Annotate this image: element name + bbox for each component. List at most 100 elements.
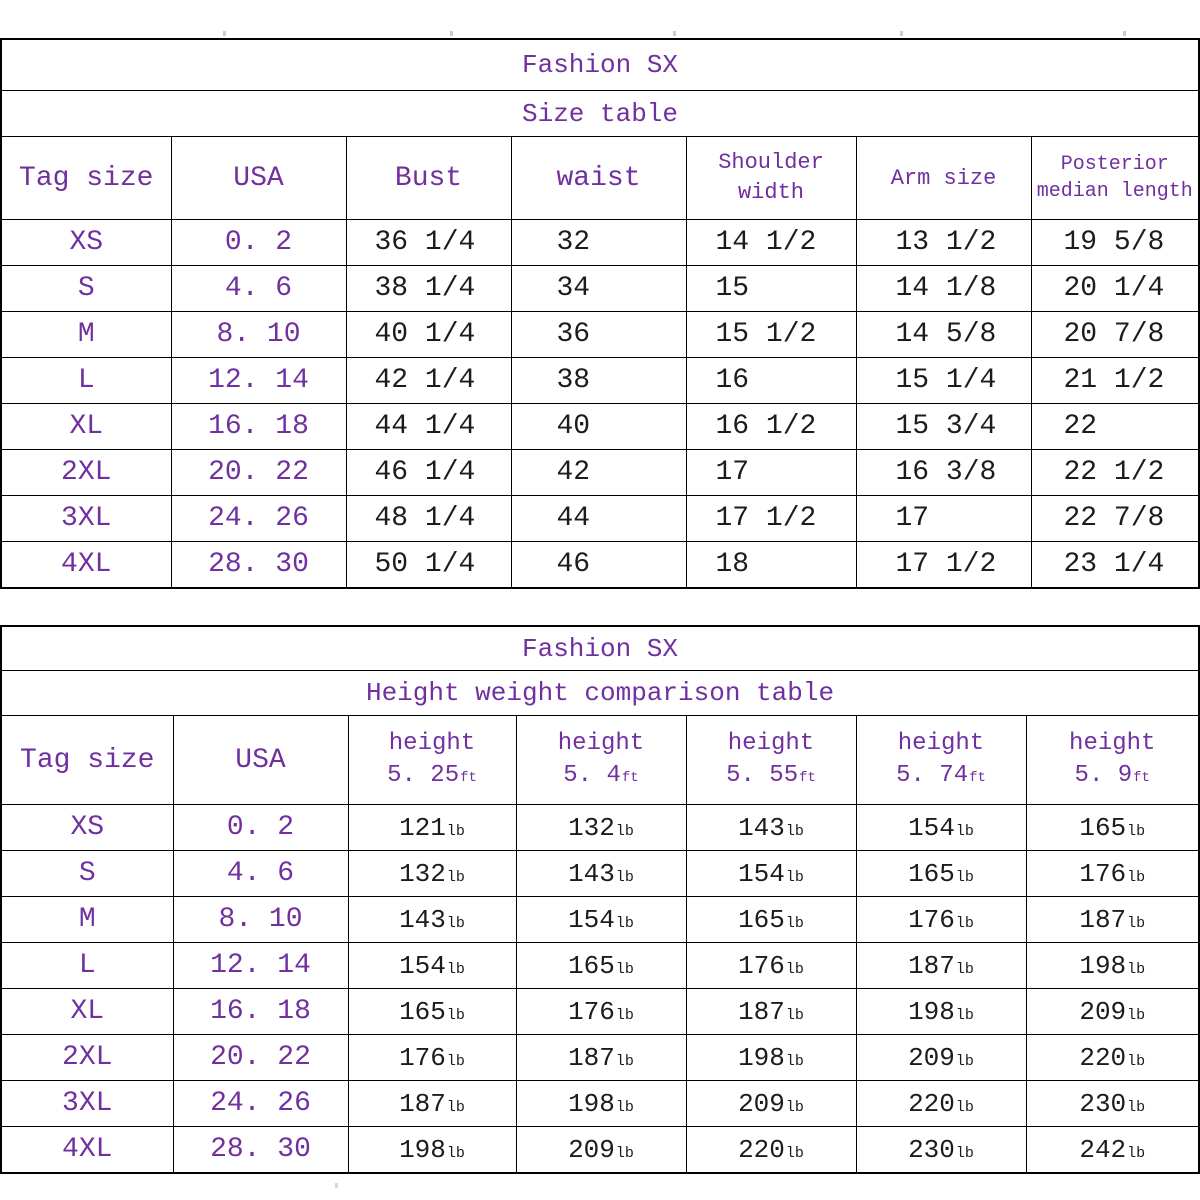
weight-cell: 209lb [855,1034,1027,1081]
usa-size-cell: 4. 6 [170,265,347,312]
lb-unit: lb [615,1052,634,1070]
weight-value: 165 [738,904,785,935]
usa-size-cell: 12. 14 [172,942,349,989]
col-header-height-5-25ft: height 5. 25ft [347,715,517,805]
arm-cell: 14 1/8 [855,265,1032,312]
weight-cell: 187lb [1025,896,1200,943]
lb-unit: lb [446,1144,465,1162]
tag-size-cell: 3XL [0,1080,174,1127]
posterior-cell: 22 [1030,403,1200,450]
size-table-header-row: Tag size USA Bust waist Shoulder width A… [0,136,1200,220]
size-table-title: Fashion SX [0,38,1200,91]
tag-size-cell: M [0,896,174,943]
ft-unit: ft [460,770,477,786]
lb-unit: lb [955,1052,974,1070]
bust-cell: 44 1/4 [345,403,512,450]
weight-value: 154 [738,858,785,889]
table-row-m: M 8. 10 143lb 154lb 165lb 176lb 187lb [0,896,1200,943]
weight-value: 209 [568,1134,615,1165]
weight-value: 165 [1079,812,1127,843]
table-row-l: L 12. 14 154lb 165lb 176lb 187lb 198lb [0,942,1200,989]
arm-cell: 13 1/2 [855,219,1032,266]
shoulder-cell: 17 [685,449,857,496]
lb-unit: lb [615,1006,634,1024]
lb-unit: lb [955,914,974,932]
usa-size-cell: 24. 26 [170,495,347,542]
weight-value: 230 [908,1134,955,1165]
usa-size-cell: 12. 14 [170,357,347,404]
lb-unit: lb [1127,1052,1146,1070]
weight-cell: 209lb [1025,988,1200,1035]
usa-size-cell: 20. 22 [172,1034,349,1081]
weight-value: 209 [738,1088,785,1119]
weight-value: 143 [738,812,785,843]
height-value: 5. 25ft [350,760,515,792]
weight-value: 198 [568,1088,615,1119]
weight-cell: 154lb [855,804,1027,851]
height-value: 5. 55ft [688,760,855,792]
height-weight-table: Fashion SX Height weight comparison tabl… [0,625,1200,1174]
table-row-4xl: 4XL 28. 30 198lb 209lb 220lb 230lb 242lb [0,1126,1200,1174]
bust-cell: 50 1/4 [345,541,512,589]
height-value: 5. 4ft [518,760,685,792]
waist-cell: 46 [510,541,687,589]
usa-size-cell: 20. 22 [170,449,347,496]
table-row-3xl: 3XL 24. 26 48 1/4 44 17 1/2 17 22 7/8 [0,495,1200,542]
weight-cell: 198lb [1025,942,1200,989]
lb-unit: lb [615,822,634,840]
size-table-subtitle: Size table [0,90,1200,137]
weight-value: 154 [399,950,446,981]
tag-size-cell: S [0,850,174,897]
lb-unit: lb [1127,960,1146,978]
col-header-posterior-median-length: Posterior median length [1030,136,1200,220]
tag-size-cell: L [0,357,172,404]
posterior-cell: 20 1/4 [1030,265,1200,312]
shoulder-cell: 15 1/2 [685,311,857,358]
header-line: Shoulder [718,150,824,176]
tag-size-cell: XL [0,403,172,450]
weight-value: 154 [908,812,955,843]
weight-value: 220 [1079,1042,1127,1073]
ft-unit: ft [621,770,639,786]
weight-cell: 209lb [515,1126,687,1174]
lb-unit: lb [955,1144,974,1162]
lb-unit: lb [785,914,804,932]
height-weight-title: Fashion SX [0,625,1200,671]
weight-cell: 220lb [1025,1034,1200,1081]
weight-value: 132 [568,812,615,843]
weight-value: 154 [568,904,615,935]
weight-value: 143 [399,904,446,935]
weight-value: 176 [738,950,785,981]
tag-size-cell: XS [0,219,172,266]
shoulder-cell: 16 1/2 [685,403,857,450]
usa-size-cell: 16. 18 [170,403,347,450]
usa-size-cell: 24. 26 [172,1080,349,1127]
posterior-cell: 20 7/8 [1030,311,1200,358]
bust-cell: 48 1/4 [345,495,512,542]
lb-unit: lb [955,822,974,840]
weight-cell: 176lb [515,988,687,1035]
height-value: 5. 74ft [858,760,1025,792]
height-ft-value: 5. 25 [387,762,460,789]
tag-size-cell: XL [0,988,174,1035]
lb-unit: lb [785,1006,804,1024]
tag-size-cell: 3XL [0,495,172,542]
crop-artifact-tick [673,31,676,36]
posterior-cell: 19 5/8 [1030,219,1200,266]
col-header-bust: Bust [345,136,512,220]
lb-unit: lb [1127,868,1146,886]
col-header-waist: waist [510,136,687,220]
col-header-usa: USA [172,715,349,805]
waist-cell: 34 [510,265,687,312]
weight-value: 165 [399,996,446,1027]
table-row-l: L 12. 14 42 1/4 38 16 15 1/4 21 1/2 [0,357,1200,404]
arm-cell: 15 3/4 [855,403,1032,450]
table-row-4xl: 4XL 28. 30 50 1/4 46 18 17 1/2 23 1/4 [0,541,1200,589]
lb-unit: lb [785,822,804,840]
weight-value: 187 [1079,904,1127,935]
shoulder-cell: 14 1/2 [685,219,857,266]
col-header-tag-size: Tag size [0,715,174,805]
weight-cell: 220lb [855,1080,1027,1127]
bust-cell: 38 1/4 [345,265,512,312]
col-header-height-5-74ft: height 5. 74ft [855,715,1027,805]
